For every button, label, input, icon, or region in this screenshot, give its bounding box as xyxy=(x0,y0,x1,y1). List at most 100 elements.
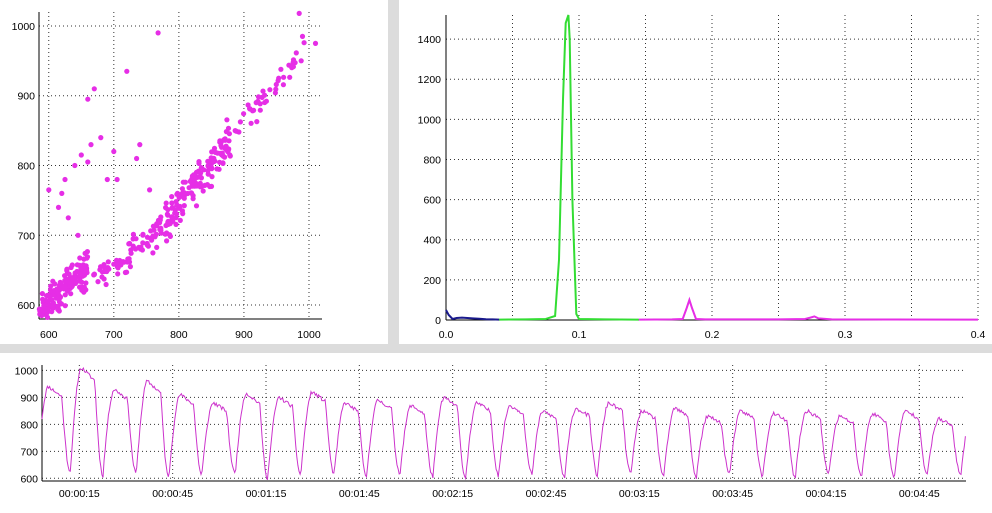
scatter-point xyxy=(212,149,219,155)
scatter-point xyxy=(208,183,215,189)
scatter-point xyxy=(45,308,52,314)
scatter-point xyxy=(301,40,307,46)
spectrum-panel xyxy=(399,0,992,344)
scatter-point xyxy=(52,281,58,287)
scatter-point xyxy=(280,82,286,88)
timeseries-y-tick-label: 900 xyxy=(20,392,38,404)
spectrum-y-tick-label: 0 xyxy=(435,315,441,327)
scatter-y-tick-label: 700 xyxy=(17,230,35,242)
timeseries-y-tick-labels: 600 700 800 900 1000 xyxy=(15,365,39,485)
scatter-point xyxy=(144,241,150,247)
scatter-point xyxy=(115,265,121,271)
scatter-point xyxy=(140,232,146,238)
scatter-point xyxy=(151,227,157,233)
scatter-point xyxy=(133,236,139,242)
scatter-point xyxy=(193,169,200,175)
scatter-point xyxy=(217,138,223,144)
scatter-point xyxy=(69,281,75,287)
scatter-point xyxy=(58,281,65,287)
spectrum-y-tick-label: 1200 xyxy=(418,74,442,86)
timeseries-x-tick-labels: 00:00:15 00:00:45 00:01:15 00:01:45 00:02:15… xyxy=(59,488,940,500)
timeseries-x-tick-label: 00:00:15 xyxy=(59,488,100,500)
scatter-point xyxy=(179,208,185,214)
scatter-point xyxy=(290,57,297,63)
scatter-point xyxy=(83,280,89,286)
scatter-point xyxy=(179,186,185,192)
scatter-x-tick-label: 900 xyxy=(235,329,253,341)
scatter-point xyxy=(216,166,222,172)
spectrum-x-tick-label: 0.1 xyxy=(572,329,587,341)
scatter-point xyxy=(254,119,260,125)
scatter-point xyxy=(222,136,228,142)
scatter-y-tick-labels: 600 700 800 900 1000 xyxy=(12,21,36,312)
scatter-point xyxy=(111,261,117,267)
scatter-point xyxy=(79,279,85,285)
scatter-point xyxy=(62,176,68,183)
scatter-point xyxy=(104,176,110,183)
scatter-point xyxy=(124,269,130,275)
scatter-point xyxy=(124,68,130,74)
scatter-point xyxy=(174,191,180,197)
scatter-point xyxy=(211,155,217,161)
scatter-point xyxy=(46,187,52,193)
scatter-point xyxy=(224,117,230,123)
scatter-point xyxy=(147,187,153,193)
scatter-point xyxy=(150,233,156,239)
spectrum-y-tick-label: 200 xyxy=(423,275,441,287)
scatter-point xyxy=(154,244,160,250)
timeseries-y-tick-label: 1000 xyxy=(15,365,39,377)
scatter-point xyxy=(257,107,263,113)
scatter-point xyxy=(101,264,107,270)
scatter-point xyxy=(85,96,91,102)
scatter-point xyxy=(181,203,187,209)
scatter-point xyxy=(98,135,104,141)
scatter-point xyxy=(104,268,110,275)
scatter-point xyxy=(298,58,304,64)
scatter-point xyxy=(55,295,62,301)
scatter-point xyxy=(126,241,132,247)
scatter-point xyxy=(190,193,196,199)
timeseries-x-tick-label: 00:01:15 xyxy=(246,488,287,500)
scatter-point xyxy=(169,217,175,223)
scatter-point xyxy=(55,204,62,210)
scatter-point xyxy=(114,176,120,183)
scatter-point xyxy=(227,152,233,158)
scatter-point xyxy=(167,232,173,238)
spectrum-x-tick-label: 0.2 xyxy=(705,329,720,341)
scatter-point xyxy=(173,221,179,227)
scatter-point xyxy=(276,75,282,81)
scatter-point xyxy=(150,250,156,256)
scatter-point xyxy=(226,138,232,144)
scatter-point xyxy=(130,231,136,237)
scatter-point xyxy=(226,131,232,137)
spectrum-x-tick-label: 0.0 xyxy=(439,329,454,341)
scatter-point xyxy=(134,155,140,162)
scatter-point xyxy=(68,264,74,271)
scatter-point xyxy=(39,312,45,319)
scatter-point xyxy=(281,74,287,80)
scatter-y-tick-label: 800 xyxy=(17,161,35,173)
scatter-point xyxy=(88,142,94,148)
scatter-point xyxy=(220,160,226,166)
scatter-y-tick-label: 900 xyxy=(17,91,35,103)
scatter-point xyxy=(72,270,78,276)
scatter-point xyxy=(111,148,117,155)
timeseries-y-tick-label: 800 xyxy=(20,419,38,431)
scatter-point xyxy=(55,306,62,312)
scatter-point xyxy=(105,259,111,265)
scatter-point xyxy=(72,162,78,169)
scatter-point xyxy=(177,217,183,223)
scatter-point xyxy=(262,92,268,98)
scatter-point xyxy=(197,180,203,186)
scatter-point xyxy=(164,238,170,244)
scatter-point xyxy=(39,291,46,297)
scatter-point xyxy=(45,298,51,304)
scatter-point xyxy=(128,250,134,256)
scatter-point xyxy=(144,234,150,240)
timeseries-x-tick-label: 00:01:45 xyxy=(339,488,380,500)
scatter-point xyxy=(149,237,155,243)
scatter-point xyxy=(222,154,228,160)
scatter-point xyxy=(50,300,57,306)
